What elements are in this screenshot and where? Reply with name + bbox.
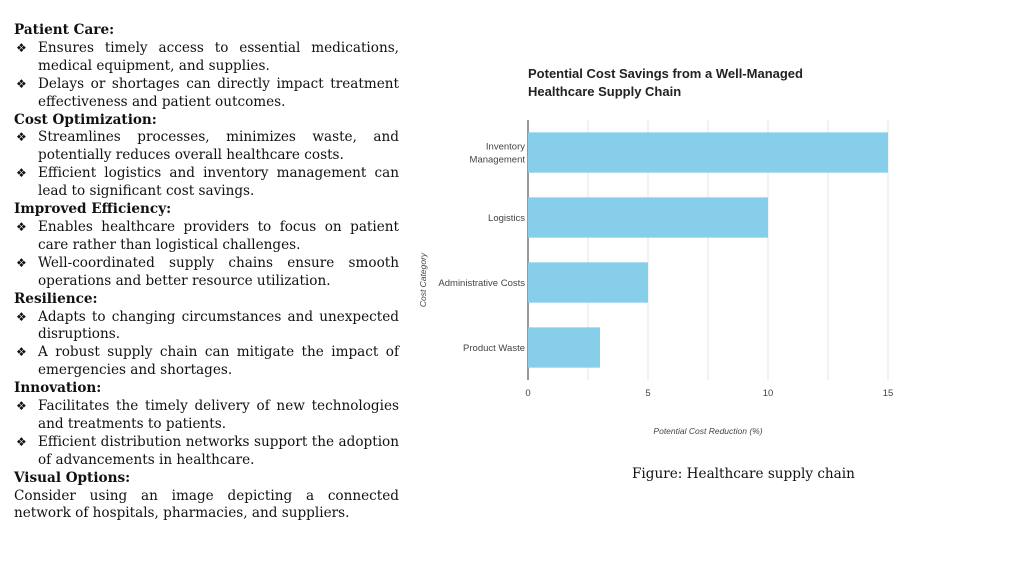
section-heading: Cost Optimization: xyxy=(14,111,157,128)
bullet-item: ❖ Ensures timely access to essential medi… xyxy=(14,40,399,76)
y-tick-label: Management xyxy=(470,155,526,166)
section-heading: Visual Options: xyxy=(14,469,131,486)
bullet-text: Efficient logistics and inventory manage… xyxy=(38,165,399,200)
diamond-bullet-icon: ❖ xyxy=(16,309,27,324)
diamond-bullet-icon: ❖ xyxy=(16,166,27,181)
bullet-item: ❖ Facilitates the timely delivery of new … xyxy=(14,398,399,434)
y-tick-label: Administrative Costs xyxy=(438,278,525,289)
bar-product-waste xyxy=(528,327,600,368)
diamond-bullet-icon: ❖ xyxy=(16,345,27,360)
bullet-text: A robust supply chain can mitigate the i… xyxy=(38,344,399,379)
diamond-bullet-icon: ❖ xyxy=(16,255,27,270)
bullet-text: Ensures timely access to essential medic… xyxy=(38,39,399,74)
y-tick-label: Logistics xyxy=(488,213,525,224)
y-tick-label: Inventory xyxy=(486,142,525,153)
chart-title-line: Potential Cost Savings from a Well-Manag… xyxy=(528,66,803,81)
bar-chart: Potential Cost Savings from a Well-Manag… xyxy=(418,66,894,436)
y-tick-label: Product Waste xyxy=(463,343,525,354)
bullet-text: Efficient distribution networks support … xyxy=(38,433,399,468)
bullet-text: Enables healthcare providers to focus on… xyxy=(38,218,399,253)
text-column: Patient Care: ❖ Ensures timely access to e… xyxy=(14,22,399,523)
figure-caption: Figure: Healthcare supply chain xyxy=(632,466,855,482)
bullet-text: Streamlines processes, minimizes waste, … xyxy=(38,129,399,164)
bullet-item: ❖ Efficient distribution networks support… xyxy=(14,434,399,470)
bullet-item: ❖ Efficient logistics and inventory manag… xyxy=(14,165,399,201)
bullet-item: ❖ A robust supply chain can mitigate the … xyxy=(14,344,399,380)
x-tick-label: 10 xyxy=(763,388,774,399)
section-heading: Innovation: xyxy=(14,380,102,397)
bullet-text: Adapts to changing circumstances and une… xyxy=(38,308,399,343)
x-tick-label: 5 xyxy=(645,388,650,399)
section-heading: Resilience: xyxy=(14,290,98,307)
bar-logistics xyxy=(528,197,768,238)
bullet-text: Delays or shortages can directly impact … xyxy=(38,75,399,110)
bullet-text: Facilitates the timely delivery of new t… xyxy=(38,398,399,432)
section-heading: Patient Care: xyxy=(14,22,115,38)
bar-administrative-costs xyxy=(528,262,648,303)
x-tick-label: 15 xyxy=(883,388,894,399)
bullet-text: Well-coordinated supply chains ensure sm… xyxy=(38,254,399,289)
bullet-item: ❖ Enables healthcare providers to focus o… xyxy=(14,219,399,255)
diamond-bullet-icon: ❖ xyxy=(16,130,27,145)
diamond-bullet-icon: ❖ xyxy=(16,40,27,55)
visual-options-text: Consider using an image depicting a conn… xyxy=(14,487,399,522)
section-heading: Improved Efficiency: xyxy=(14,201,172,218)
diamond-bullet-icon: ❖ xyxy=(16,434,27,449)
x-axis-label: Potential Cost Reduction (%) xyxy=(653,426,762,436)
diamond-bullet-icon: ❖ xyxy=(16,76,27,91)
chart-title-line: Healthcare Supply Chain xyxy=(528,84,681,99)
diamond-bullet-icon: ❖ xyxy=(16,399,27,414)
chart-container: Potential Cost Savings from a Well-Manag… xyxy=(410,60,910,450)
bullet-item: ❖ Well-coordinated supply chains ensure s… xyxy=(14,255,399,291)
y-axis-label: Cost Category xyxy=(418,252,428,307)
bullet-item: ❖ Adapts to changing circumstances and un… xyxy=(14,309,399,345)
bar-inventory-management xyxy=(528,132,888,173)
bullet-item: ❖ Streamlines processes, minimizes waste,… xyxy=(14,129,399,165)
x-tick-label: 0 xyxy=(525,388,530,399)
bullet-item: ❖ Delays or shortages can directly impact… xyxy=(14,76,399,112)
diamond-bullet-icon: ❖ xyxy=(16,219,27,234)
